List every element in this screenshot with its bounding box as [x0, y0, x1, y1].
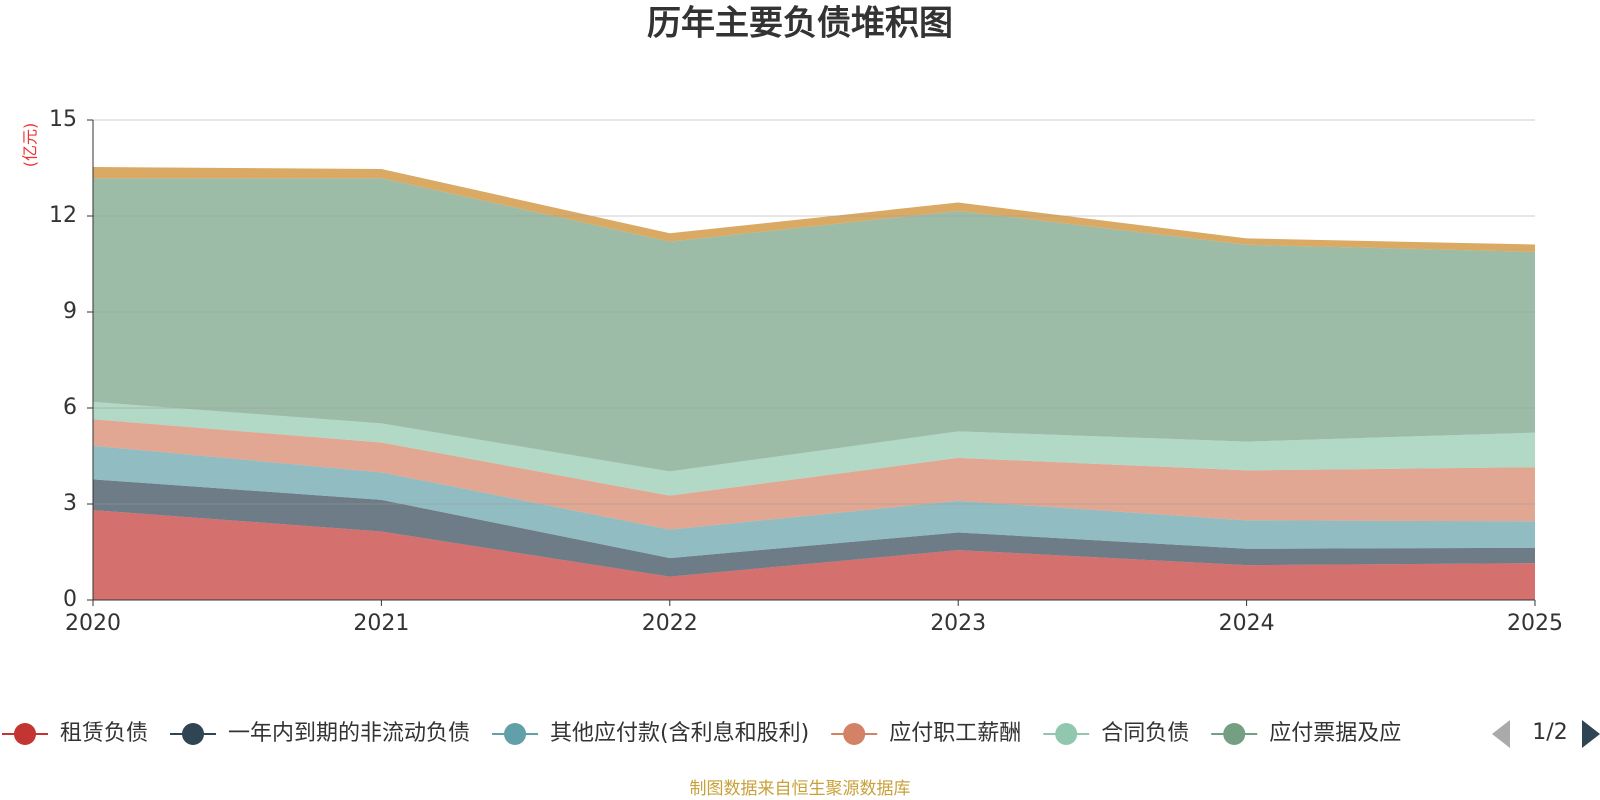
chart-title: 历年主要负债堆积图 — [647, 4, 953, 44]
x-tick-label: 2020 — [65, 611, 121, 636]
x-tick-label: 2022 — [642, 611, 698, 636]
area — [93, 178, 1535, 472]
legend-label[interactable]: 一年内到期的非流动负债 — [228, 721, 470, 746]
area — [93, 479, 1535, 577]
legend-marker — [182, 723, 205, 745]
legend-label[interactable]: 应付职工薪酬 — [889, 721, 1021, 746]
legend: 租赁负债 一年内到期的非流动负债 其他应付款(含利息和股利) 应付职工薪酬 合同负债 应付… — [2, 721, 1401, 746]
area — [93, 167, 1535, 252]
y-tick-label: 6 — [63, 395, 77, 420]
y-tick-label: 12 — [49, 203, 77, 228]
legend-label[interactable]: 租赁负债 — [60, 721, 148, 746]
y-tick-label: 3 — [63, 491, 77, 516]
area — [93, 510, 1535, 600]
legend-label[interactable]: 应付票据及应 — [1269, 721, 1401, 746]
y-axis-label: (亿元) — [21, 123, 40, 168]
x-tick-label: 2023 — [930, 611, 986, 636]
x-tick-label: 2025 — [1507, 611, 1563, 636]
source-note: 制图数据来自恒生聚源数据库 — [690, 779, 911, 799]
legend-marker — [504, 723, 527, 745]
area — [93, 419, 1535, 530]
x-tick-label: 2021 — [353, 611, 409, 636]
area — [93, 401, 1535, 496]
legend-marker — [1055, 723, 1078, 745]
y-tick-label: 0 — [63, 587, 77, 612]
y-tick-label: 15 — [49, 107, 77, 132]
legend-next[interactable] — [1582, 720, 1600, 748]
y-tick-label: 9 — [63, 299, 77, 324]
legend-marker — [14, 723, 36, 745]
legend-marker — [843, 723, 866, 745]
x-tick-label: 2024 — [1219, 611, 1275, 636]
plot-area: 0 3 6 9 12 15 2020 2021 2022 2023 2024 2025 — [49, 107, 1563, 636]
legend-prev[interactable] — [1492, 720, 1510, 748]
legend-marker — [1223, 723, 1246, 745]
legend-page: 1/2 — [1532, 720, 1567, 745]
area — [93, 445, 1535, 559]
legend-label[interactable]: 其他应付款(含利息和股利) — [550, 721, 809, 746]
legend-label[interactable]: 合同负债 — [1101, 721, 1189, 746]
